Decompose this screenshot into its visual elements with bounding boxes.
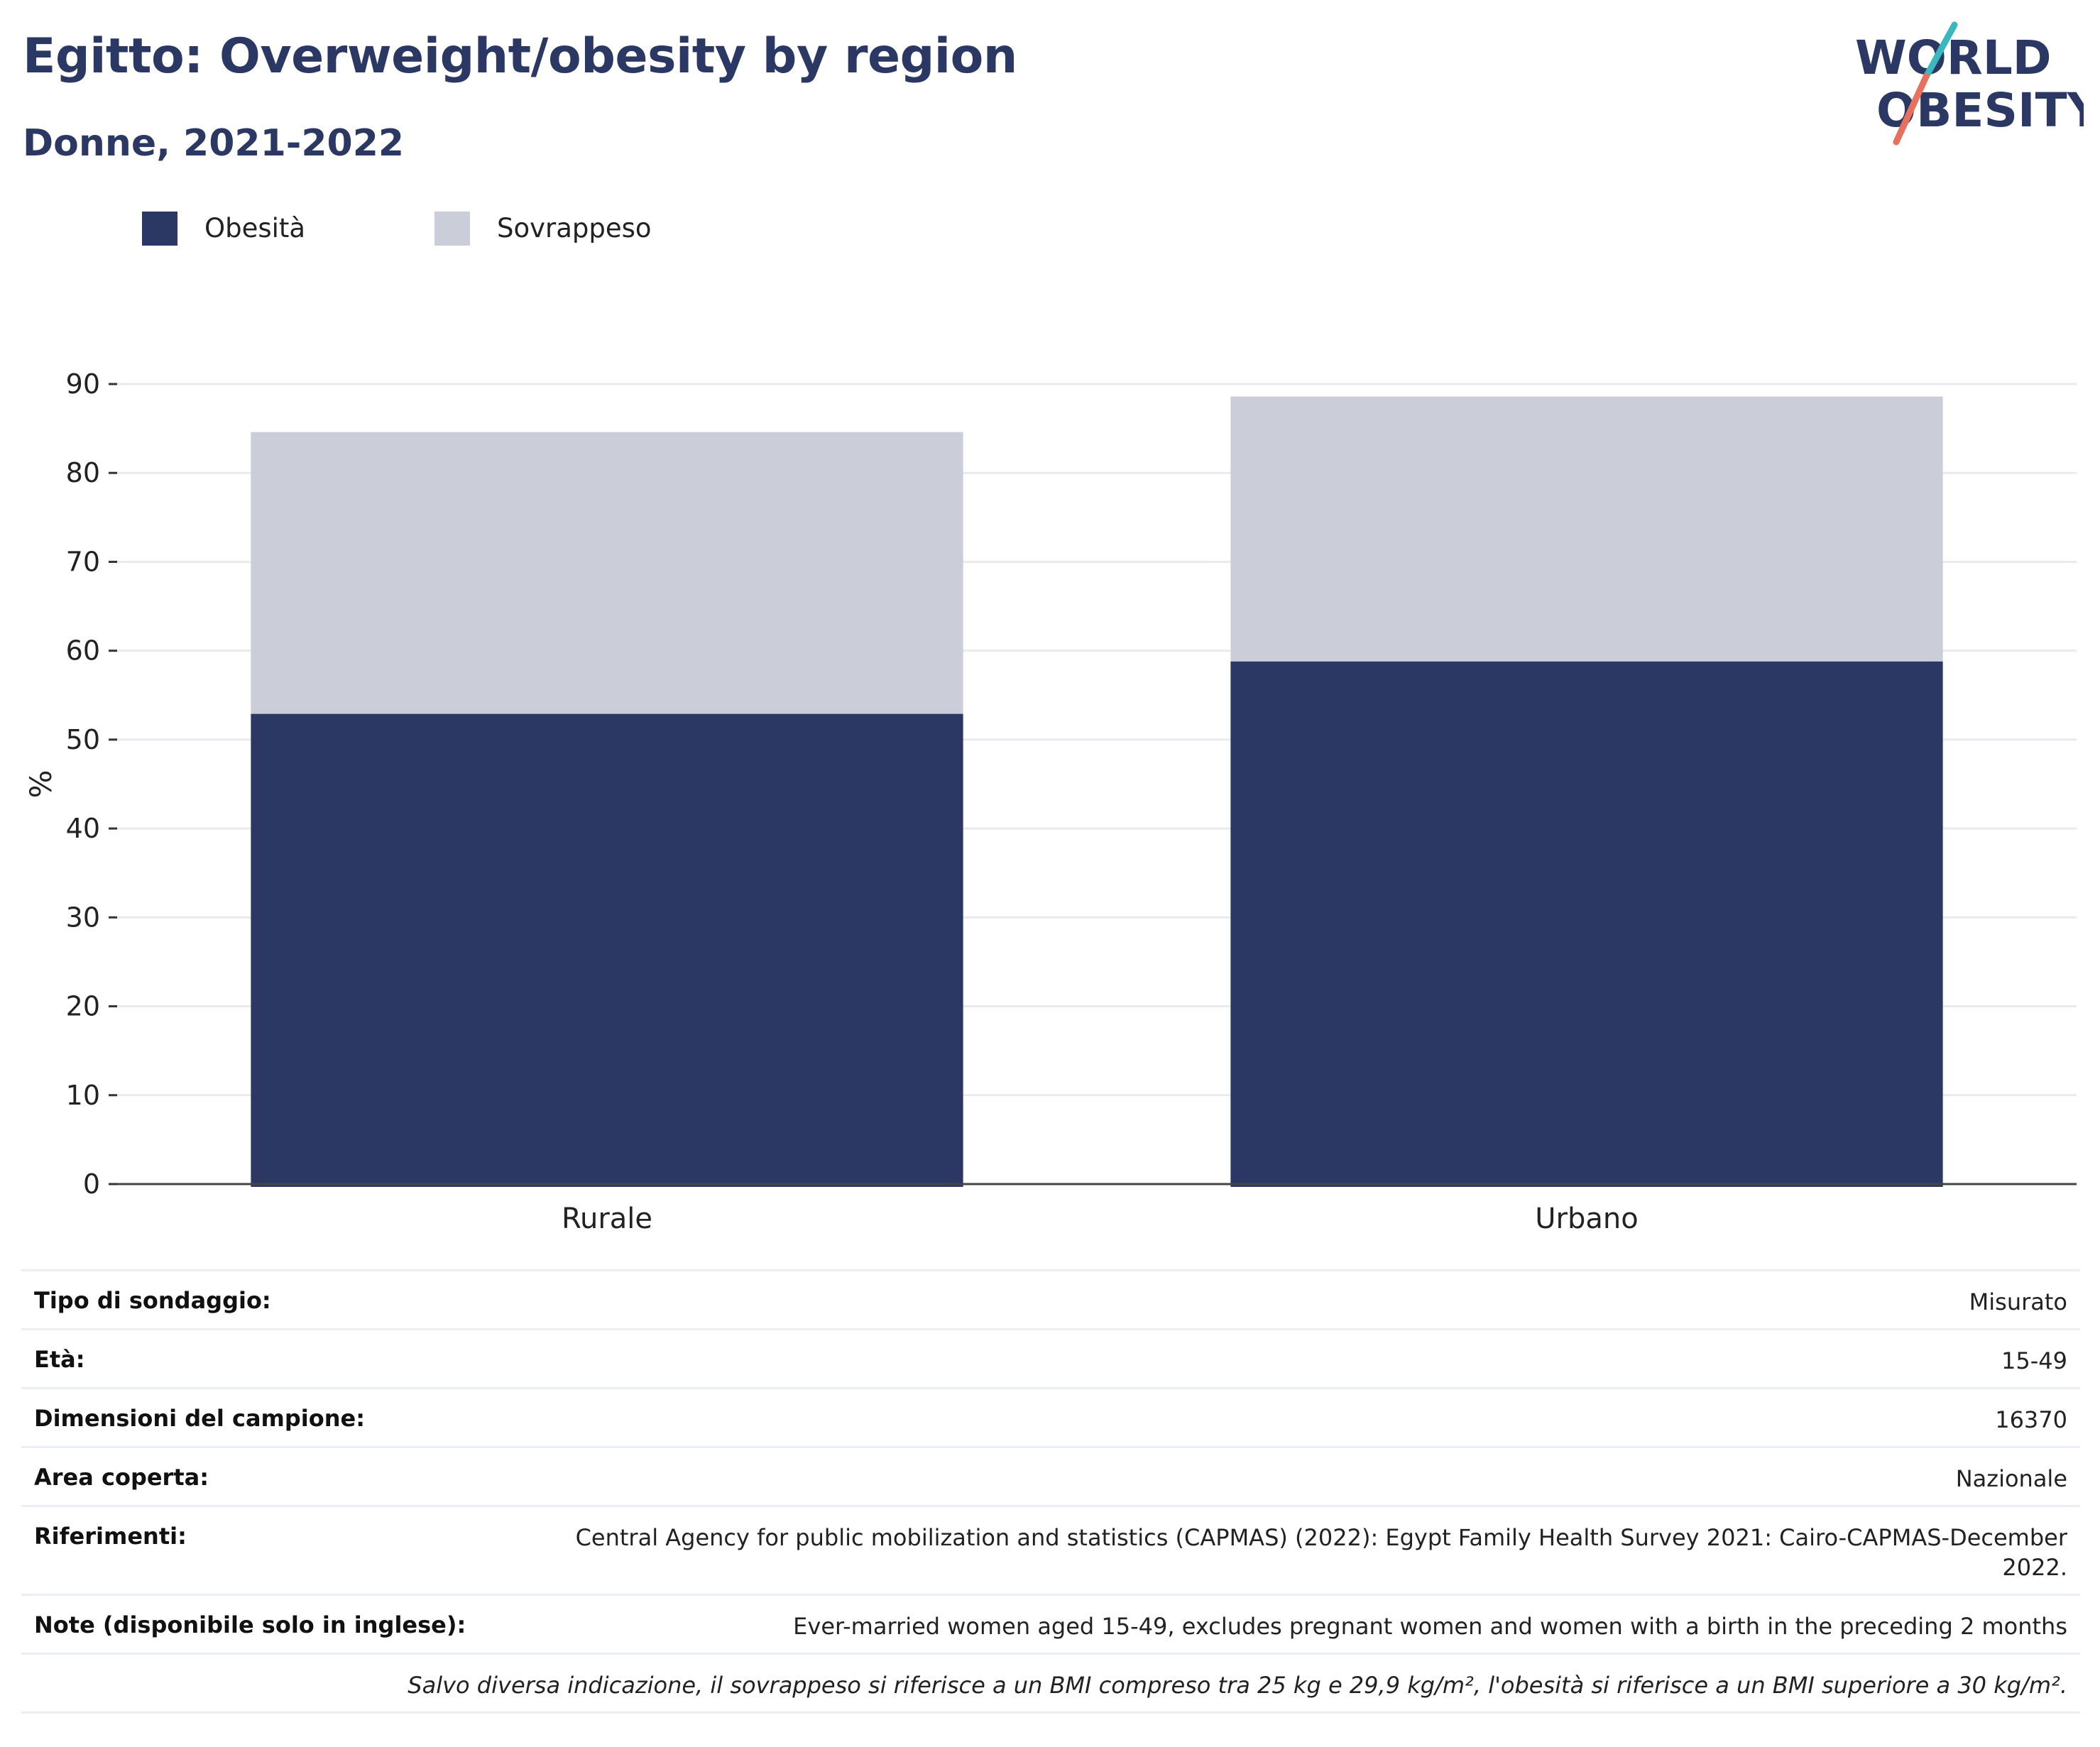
- info-value: Central Agency for public mobilization a…: [575, 1524, 2067, 1581]
- info-row-references: Riferimenti: Central Agency for public m…: [21, 1505, 2080, 1594]
- info-key: Area coperta:: [34, 1464, 209, 1491]
- info-row-survey-type: Tipo di sondaggio: Misurato: [21, 1269, 2080, 1328]
- legend-swatch-obesita: [142, 212, 177, 246]
- bar-obesit-rurale: [251, 713, 963, 1187]
- info-row-age: Età: 15-49: [21, 1328, 2080, 1387]
- bmi-footnote: Salvo diversa indicazione, il sovrappeso…: [408, 1672, 2067, 1699]
- y-tick-label: 60: [66, 635, 100, 667]
- world-obesity-logo: WORLD OBESITY: [1855, 21, 2084, 146]
- chart-subtitle: Donne, 2021-2022: [23, 122, 405, 165]
- y-tick-label: 20: [66, 991, 100, 1022]
- bar-chart: 0 10 20 30 40 50 60 70 80 90% Rurale Urbano: [23, 368, 2077, 1235]
- info-value: Nazionale: [1955, 1465, 2067, 1492]
- logo-slash-bottom: [1893, 73, 1930, 146]
- info-value: 16370: [1995, 1406, 2067, 1433]
- y-tick-label: 30: [66, 902, 100, 933]
- bar-sovrappeso-urbano: [1230, 396, 1943, 662]
- info-value: 15-49: [2001, 1347, 2067, 1374]
- y-tick-label: 80: [66, 457, 100, 488]
- y-tick-label: 10: [66, 1080, 100, 1111]
- info-key: Dimensioni del campione:: [34, 1405, 366, 1432]
- legend-label-sovrappeso: Sovrappeso: [497, 213, 652, 243]
- logo-slash-top: [1923, 21, 1958, 80]
- info-row-notes: Note (disponibile solo in inglese): Ever…: [21, 1594, 2080, 1653]
- info-key: Tipo di sondaggio:: [34, 1287, 271, 1314]
- y-tick-label: 0: [83, 1168, 100, 1200]
- logo-line-1: WORLD: [1855, 31, 2052, 85]
- y-tick-label: 40: [66, 813, 100, 844]
- bar-sovrappeso-rurale: [251, 432, 963, 714]
- chart-title: Egitto: Overweight/obesity by region: [23, 28, 1017, 84]
- info-value: Misurato: [1969, 1288, 2067, 1315]
- y-axis-title: %: [23, 770, 58, 799]
- x-tick-label: Rurale: [562, 1203, 652, 1235]
- info-key: Note (disponibile solo in inglese):: [34, 1611, 466, 1638]
- y-tick-label: 50: [66, 724, 100, 755]
- y-tick-label: 70: [66, 546, 100, 577]
- legend-label-obesita: Obesità: [204, 213, 306, 243]
- info-key: Riferimenti:: [34, 1523, 187, 1550]
- info-row-footnote: Salvo diversa indicazione, il sovrappeso…: [21, 1653, 2080, 1714]
- survey-info-table: Tipo di sondaggio: Misurato Età: 15-49 D…: [21, 1269, 2080, 1714]
- info-row-area: Area coperta: Nazionale: [21, 1446, 2080, 1505]
- info-row-sample-size: Dimensioni del campione: 16370: [21, 1387, 2080, 1446]
- x-tick-label: Urbano: [1535, 1203, 1638, 1235]
- info-value: Ever-married women aged 15-49, excludes …: [793, 1613, 2067, 1640]
- y-tick-label: 90: [66, 368, 100, 400]
- info-key: Età:: [34, 1346, 85, 1373]
- bar-obesit-urbano: [1230, 661, 1943, 1187]
- legend-swatch-sovrappeso: [434, 212, 470, 246]
